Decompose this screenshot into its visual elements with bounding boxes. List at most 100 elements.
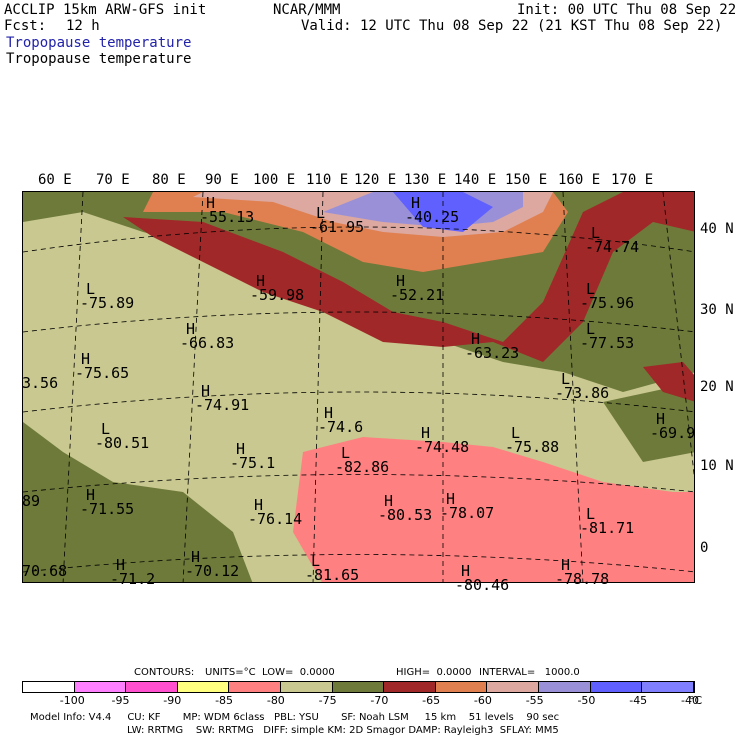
extremum-value: -75.1 bbox=[230, 454, 276, 472]
extremum-marker: L bbox=[511, 424, 521, 442]
latitude-label: 30 N bbox=[700, 302, 734, 318]
extremum-marker: H bbox=[206, 194, 216, 212]
extremum-value: -63.23 bbox=[465, 344, 520, 362]
latitude-label: 10 N bbox=[700, 458, 734, 474]
extremum-value: -80.51 bbox=[95, 434, 150, 452]
colorbar-tick-label: -45 bbox=[629, 694, 648, 707]
colorbar-swatch bbox=[435, 682, 488, 692]
extremum-marker: H bbox=[191, 548, 201, 566]
longitude-label: 140 E bbox=[454, 172, 497, 188]
extremum-value: -80.53 bbox=[378, 506, 433, 524]
extremum-marker: H bbox=[411, 194, 421, 212]
model-title: ACCLIP 15km ARW-GFS init bbox=[4, 2, 207, 18]
extremum-value: -75.96 bbox=[580, 294, 635, 312]
extremum-marker: L bbox=[586, 280, 596, 298]
extremum-marker: H bbox=[256, 272, 266, 290]
colorbar-tick-label: -80 bbox=[266, 694, 285, 707]
extremum-marker: H bbox=[461, 562, 471, 580]
model-info-line1: Model Info: V4.4 CU: KF MP: WDM 6class P… bbox=[30, 712, 560, 723]
extremum-value: -74.74 bbox=[585, 238, 640, 256]
colorbar-swatch bbox=[642, 682, 694, 692]
extremum-value: -77.53 bbox=[580, 334, 635, 352]
longitude-label: 160 E bbox=[558, 172, 601, 188]
colorbar-tick-label: -100 bbox=[59, 694, 85, 707]
extremum-value: -52.21 bbox=[390, 286, 445, 304]
extremum-value: -70.12 bbox=[185, 562, 240, 580]
colorbar-swatch bbox=[539, 682, 591, 692]
colorbar-swatch bbox=[281, 682, 333, 692]
extremum-marker: L bbox=[316, 204, 326, 222]
extremum-marker: L bbox=[586, 505, 596, 523]
colorbar-swatch bbox=[126, 682, 178, 692]
extremum-value: 3.56 bbox=[22, 374, 59, 392]
extremum-marker: L bbox=[586, 320, 596, 338]
org-label: NCAR/MMM bbox=[273, 2, 341, 18]
extremum-value: -81.71 bbox=[580, 519, 635, 537]
colorbar bbox=[22, 681, 695, 693]
extremum-value: -66.83 bbox=[180, 334, 235, 352]
extremum-value: -78.07 bbox=[440, 504, 495, 522]
extremum-value: -71.2 bbox=[110, 570, 156, 588]
extremum-value: 89 bbox=[22, 492, 41, 510]
field-title-primary: Tropopause temperature bbox=[6, 35, 192, 51]
fcst-label: Fcst: bbox=[4, 18, 47, 34]
init-time: Init: 00 UTC Thu 08 Sep 22 bbox=[517, 2, 737, 18]
longitude-label: 80 E bbox=[152, 172, 186, 188]
extremum-marker: L bbox=[561, 370, 571, 388]
low-value: LOW= 0.0000 bbox=[262, 667, 335, 678]
extremum-value: -73.86 bbox=[555, 384, 610, 402]
extremum-value: -80.46 bbox=[455, 576, 510, 594]
extremum-value: -74.48 bbox=[415, 438, 470, 456]
colorbar-swatch bbox=[487, 682, 540, 692]
units-label: UNITS=°C bbox=[205, 667, 256, 678]
extremum-marker: H bbox=[561, 556, 571, 574]
field-title-secondary: Tropopause temperature bbox=[6, 51, 192, 67]
extremum-value: -74.91 bbox=[195, 396, 250, 414]
extremum-marker: H bbox=[201, 382, 211, 400]
extremum-marker: H bbox=[254, 496, 264, 514]
longitude-label: 60 E bbox=[38, 172, 72, 188]
colorbar-tick-label: -40 bbox=[681, 694, 699, 707]
longitude-label: 110 E bbox=[306, 172, 349, 188]
extremum-marker: L bbox=[86, 280, 96, 298]
colorbar-swatch bbox=[590, 682, 643, 692]
valid-time: Valid: 12 UTC Thu 08 Sep 22 (21 KST Thu … bbox=[301, 18, 723, 34]
extremum-marker: L bbox=[311, 552, 321, 570]
colorbar-swatch bbox=[177, 682, 230, 692]
extremum-value: -81.65 bbox=[305, 566, 360, 584]
extremum-marker: H bbox=[396, 272, 406, 290]
interval-value: INTERVAL= 1000.0 bbox=[479, 667, 580, 678]
colorbar-unit: °C bbox=[689, 694, 703, 707]
extremum-value: -71.55 bbox=[80, 500, 135, 518]
colorbar-tick-label: -75 bbox=[318, 694, 337, 707]
extremum-marker: L bbox=[591, 224, 601, 242]
extremum-value: -55.13 bbox=[200, 208, 255, 226]
colorbar-tick-label: -90 bbox=[163, 694, 182, 707]
extremum-marker: H bbox=[421, 424, 431, 442]
colorbar-tick-label: -65 bbox=[422, 694, 441, 707]
colorbar-tick-label: -55 bbox=[525, 694, 544, 707]
extremum-value: -75.89 bbox=[80, 294, 135, 312]
colorbar-tick-label: -95 bbox=[111, 694, 130, 707]
extremum-marker: H bbox=[471, 330, 481, 348]
extremum-value: -61.95 bbox=[310, 218, 365, 236]
extremum-marker: H bbox=[86, 486, 96, 504]
extremum-value: -76.14 bbox=[248, 510, 303, 528]
latitude-label: 20 N bbox=[700, 379, 734, 395]
extremum-marker: H bbox=[81, 350, 91, 368]
extremum-marker: H bbox=[446, 490, 456, 508]
contours-label: CONTOURS: bbox=[134, 667, 195, 678]
longitude-label: 90 E bbox=[205, 172, 239, 188]
extremum-value: -74.6 bbox=[318, 418, 364, 436]
colorbar-swatch bbox=[23, 682, 75, 692]
longitude-label: 100 E bbox=[253, 172, 296, 188]
extremum-value: -78.78 bbox=[555, 570, 610, 588]
extremum-marker: H bbox=[236, 440, 246, 458]
extremum-value: -82.86 bbox=[335, 458, 390, 476]
high-value: HIGH= 0.0000 bbox=[396, 667, 472, 678]
extremum-marker: H bbox=[384, 492, 394, 510]
colorbar-swatch bbox=[384, 682, 436, 692]
tropopause-temperature-map bbox=[22, 191, 695, 583]
extremum-marker: H bbox=[186, 320, 196, 338]
longitude-label: 70 E bbox=[96, 172, 130, 188]
